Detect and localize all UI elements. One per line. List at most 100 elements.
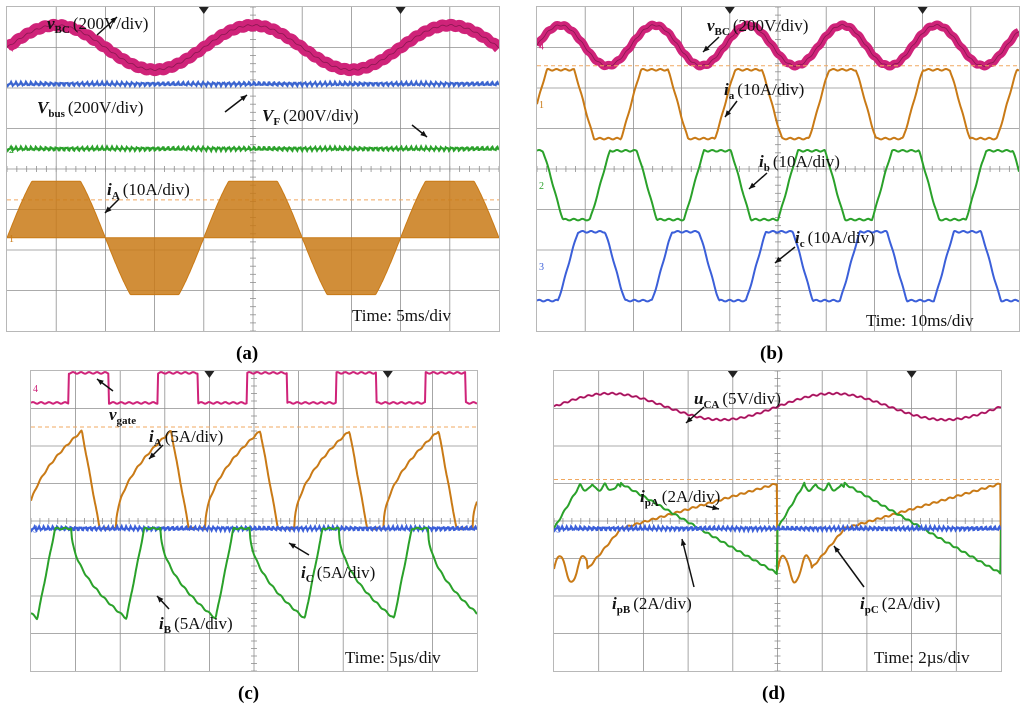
series-label-ipB: ipB (2A/div) [612,594,692,616]
label-scale-VF: (200V/div) [283,106,359,125]
arrowhead-icon [749,182,756,189]
channel-marker-vBC: 4 [9,44,14,55]
series-label-iA: iA (5A/div) [149,427,223,449]
grid-a [7,7,499,331]
label-scale-Vbus: (200V/div) [68,98,144,117]
caption-d: (d) [762,683,786,704]
label-sub-iA: A [112,190,120,202]
label-iB: iB (5A/div) [156,595,233,636]
label-uCA: uCA (5V/div) [685,389,781,424]
channel-marker-vgate: 4 [33,384,38,395]
label-scale-vBC: (200V/div) [733,16,809,35]
label-scale-iA: (5A/div) [165,427,224,446]
label-main-ia: i [724,80,729,99]
scope-screen-c: 4 3 vgate iA (5A/div) iC (5A/div) iB (5A/div) [30,370,478,672]
series-label-VF: VF (200V/div) [262,106,359,128]
label-Vbus: Vbus (200V/div) [37,94,248,120]
waveform-edge-vBC [537,23,1019,67]
label-main-ipA: i [640,487,645,506]
channel-marker-vBC: 4 [539,41,544,52]
arrowhead-icon [240,95,247,102]
series-label-ib: ib (10A/div) [759,152,840,174]
scope-screen-d: 3 uCA (5V/div) ipA (2A/div) ipB (2A/div) ipC (2A… [553,370,1002,672]
label-sub-ic: c [800,238,805,250]
trigger-marker-icon [917,7,928,14]
series-vgate: 4 [31,371,477,405]
label-sub-ia: a [729,90,735,102]
series-label-ia: ia (10A/div) [724,80,804,102]
label-sub-ipC: pC [865,604,879,616]
label-scale-iC: (5A/div) [317,563,376,582]
trigger-marker-icon [204,371,215,378]
label-ia: ia (10A/div) [724,80,804,118]
label-arrow-ipC [833,545,865,588]
arrowhead-icon [105,206,112,213]
series-VF: 2 [7,144,499,156]
arrowhead-icon [686,416,693,423]
arrowhead-icon [712,504,719,511]
series-label-vBC: vBC(200V/div) [707,16,808,38]
scope-screen-b: 4 1 2 3 vBC (200V/div) ia (10A/div) ib (10A/div) i… [536,6,1020,332]
series-iA [31,426,477,531]
label-scale-ipA: (2A/div) [662,487,721,506]
waveform-ic [537,230,1019,303]
label-scale-uCA: (5V/div) [722,389,781,408]
waveform-iA [31,429,477,531]
label-iA: iA (5A/div) [148,427,223,460]
series-label-ipC: ipC (2A/div) [860,594,940,616]
series-label-vgate: vgate [109,405,136,427]
waveform-ib [537,149,1019,222]
label-vBC: vBC(200V/div) [47,14,148,36]
arrowhead-icon [157,596,164,603]
trigger-marker-icon [906,371,917,378]
caption-b: (b) [760,343,784,364]
label-arrow-ipB [681,538,695,588]
arrowhead-icon [149,452,156,459]
label-sub-iC: C [306,573,314,585]
waveform-vgate [31,371,477,405]
label-main-vBC: v [47,14,55,33]
series-vBC: 4 [7,18,499,77]
label-scale-ia: (10A/div) [737,80,804,99]
label-main-vBC: v [707,16,715,35]
channel-marker-ic: 3 [539,262,544,273]
label-sub-ipA: pA [645,497,659,509]
arrowhead-icon [680,539,687,546]
arrowhead-icon [289,543,296,549]
arrowhead-icon [834,546,840,553]
time-scale-label-a: Time: 5ms/div [352,306,452,325]
waveform-iB [31,526,477,621]
label-vBC: vBC(200V/div) [702,16,808,53]
arrowhead-icon [703,45,710,52]
waveform-iA [7,180,499,296]
time-scale-label-d: Time: 2µs/div [874,648,970,667]
trigger-marker-icon [395,7,406,14]
channel-marker-VF: 2 [9,145,14,156]
label-scale-ic: (10A/div) [808,228,875,247]
series-vBC: 4 [537,20,1019,71]
channel-marker-ia: 1 [539,100,544,111]
waveform-ia [537,68,1019,141]
series-iB [31,526,477,621]
trigger-marker-icon [198,7,209,14]
series-label-Vbus: Vbus (200V/div) [37,98,143,120]
label-main-vgate: v [109,405,117,424]
series-uCA [554,391,1001,422]
label-main-iA: i [107,180,112,199]
series-iC: 3 [31,523,477,536]
channel-marker-iC: 3 [33,525,38,536]
series-label-iB: iB (5A/div) [159,614,233,636]
waveform-plot-a: 421vBC(200V/div)Vbus(200V/div)VF(200V/di… [7,7,499,331]
series-Vbus [7,79,499,89]
time-scale-label-c: Time: 5µs/div [345,648,441,667]
label-sub-uCA: CA [703,399,719,411]
waveform-edge-uCA [554,392,1001,421]
caption-a: (a) [236,343,259,364]
label-scale-ipB: (2A/div) [633,594,692,613]
series-label-iC: iC (5A/div) [301,563,375,585]
waveform-plot-c: 4 3 vgate iA (5A/div) iC (5A/div) iB (5A/div) [31,371,477,671]
label-main-VF: V [262,106,275,125]
label-ipB: ipB (2A/div) [612,538,695,616]
channel-marker-ipC: 3 [556,525,561,536]
label-main-ic: i [795,228,800,247]
